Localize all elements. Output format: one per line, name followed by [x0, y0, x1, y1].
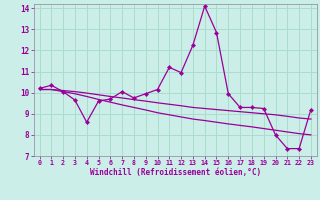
X-axis label: Windchill (Refroidissement éolien,°C): Windchill (Refroidissement éolien,°C): [90, 168, 261, 177]
